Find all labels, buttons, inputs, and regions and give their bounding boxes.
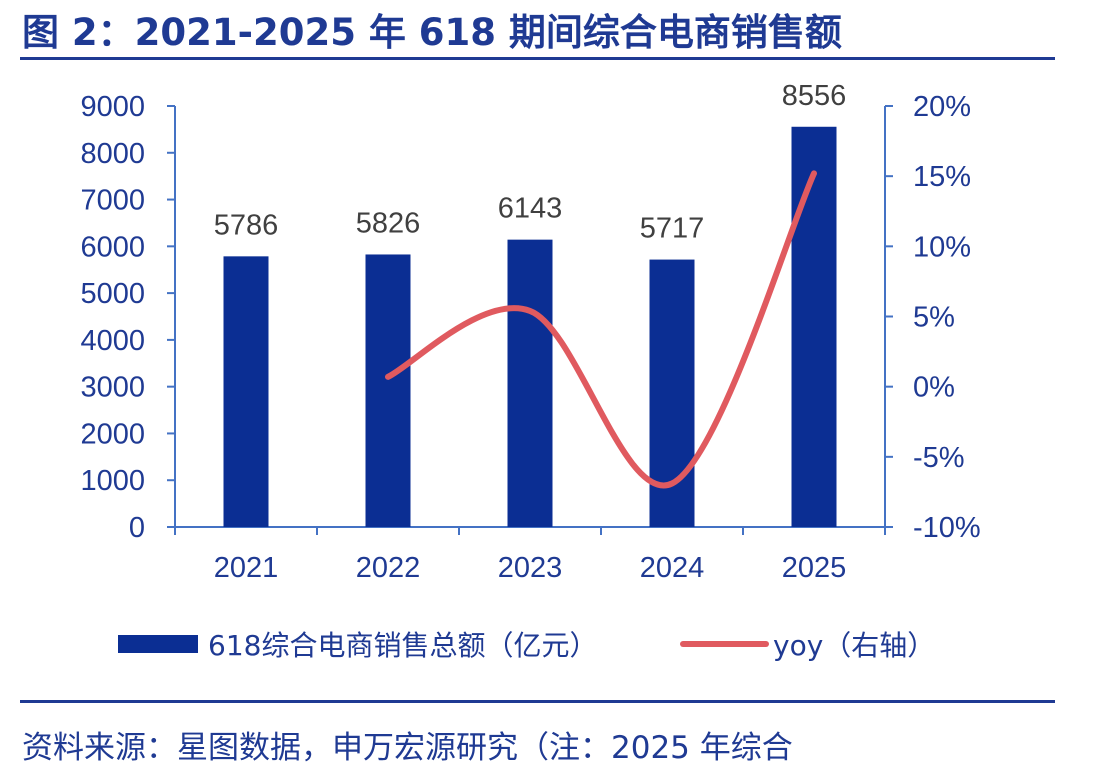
left-tick-label: 7000	[80, 185, 145, 217]
right-tick-label: 15%	[913, 161, 971, 193]
chart-title: 图 2：2021-2025 年 618 期间综合电商销售额	[22, 11, 842, 54]
yoy-line	[385, 170, 817, 489]
left-tick-label: 6000	[80, 231, 145, 263]
title-divider	[20, 57, 1055, 60]
legend-label-line: yoy（右轴）	[773, 629, 935, 662]
footer-divider	[20, 700, 1055, 703]
left-tick-label: 1000	[80, 465, 145, 497]
left-tick-label: 5000	[80, 278, 145, 310]
right-tick-label: 5%	[913, 302, 955, 334]
bar-2023	[507, 239, 553, 527]
x-tick-label: 2024	[640, 552, 705, 584]
right-tick-label: -5%	[913, 442, 965, 474]
left-tick-label: 0	[129, 512, 145, 544]
left-tick-label: 4000	[80, 325, 145, 357]
bar-2021	[223, 256, 269, 527]
right-tick-label: 10%	[913, 231, 971, 263]
data-label: 5826	[356, 207, 421, 239]
left-tick-label: 9000	[80, 91, 145, 123]
left-tick-label: 3000	[80, 372, 145, 404]
combo-chart: 0 1000 2000 3000 4000 5000 6000 7000 8000 9000 -10…	[80, 80, 981, 662]
source-note: 资料来源：星图数据，申万宏源研究（注：2025 年综合	[22, 730, 793, 766]
left-tick-label: 8000	[80, 138, 145, 170]
data-label: 8556	[782, 80, 847, 112]
legend-label-bar: 618综合电商销售总额（亿元）	[208, 629, 597, 662]
bar-2025	[791, 126, 837, 527]
x-tick-label: 2025	[782, 552, 847, 584]
right-tick-label: 20%	[913, 91, 971, 123]
x-tick-label: 2023	[498, 552, 563, 584]
left-tick-label: 2000	[80, 418, 145, 450]
right-tick-label: -10%	[913, 512, 981, 544]
bar-2022	[365, 254, 411, 528]
data-label: 5786	[214, 209, 279, 241]
legend-swatch-bar	[118, 635, 198, 653]
x-tick-label: 2022	[356, 552, 421, 584]
x-tick-label: 2021	[214, 552, 279, 584]
right-tick-label: 0%	[913, 372, 955, 404]
data-label: 6143	[498, 193, 563, 225]
data-label: 5717	[640, 213, 705, 245]
